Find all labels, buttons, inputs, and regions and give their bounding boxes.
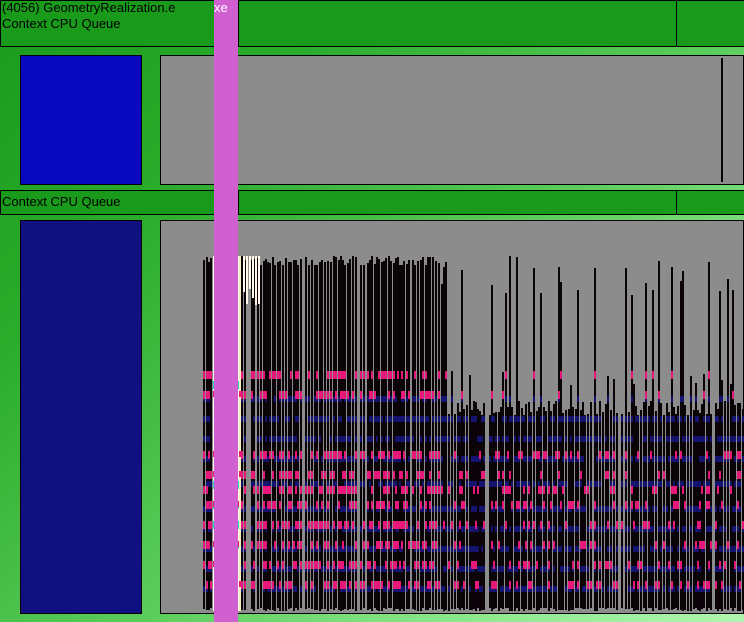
process-pid: (4056) GeometryRealization.e bbox=[2, 0, 175, 15]
profiler-root: { "process": {"pid": "(4056)", "name": "… bbox=[0, 0, 744, 622]
header-seg bbox=[238, 0, 677, 47]
process-ext: xe bbox=[214, 0, 228, 15]
context-label-1: Context CPU Queue bbox=[2, 16, 121, 31]
row1-timeline[interactable] bbox=[160, 55, 744, 185]
time-marker-line[interactable] bbox=[214, 0, 238, 622]
header-seg bbox=[238, 190, 677, 215]
context-label-2: Context CPU Queue bbox=[2, 194, 121, 209]
header-seg bbox=[676, 0, 744, 47]
context-header-2: Context CPU Queue bbox=[0, 190, 744, 214]
row2-events bbox=[161, 221, 743, 613]
row2-thumbnail[interactable] bbox=[20, 220, 142, 614]
row1-events bbox=[161, 56, 743, 184]
header-seg bbox=[676, 190, 744, 215]
row2-timeline[interactable] bbox=[160, 220, 744, 614]
row1-thumbnail[interactable] bbox=[20, 55, 142, 185]
process-header: (4056) GeometryRealization.e xe Context … bbox=[0, 0, 744, 45]
